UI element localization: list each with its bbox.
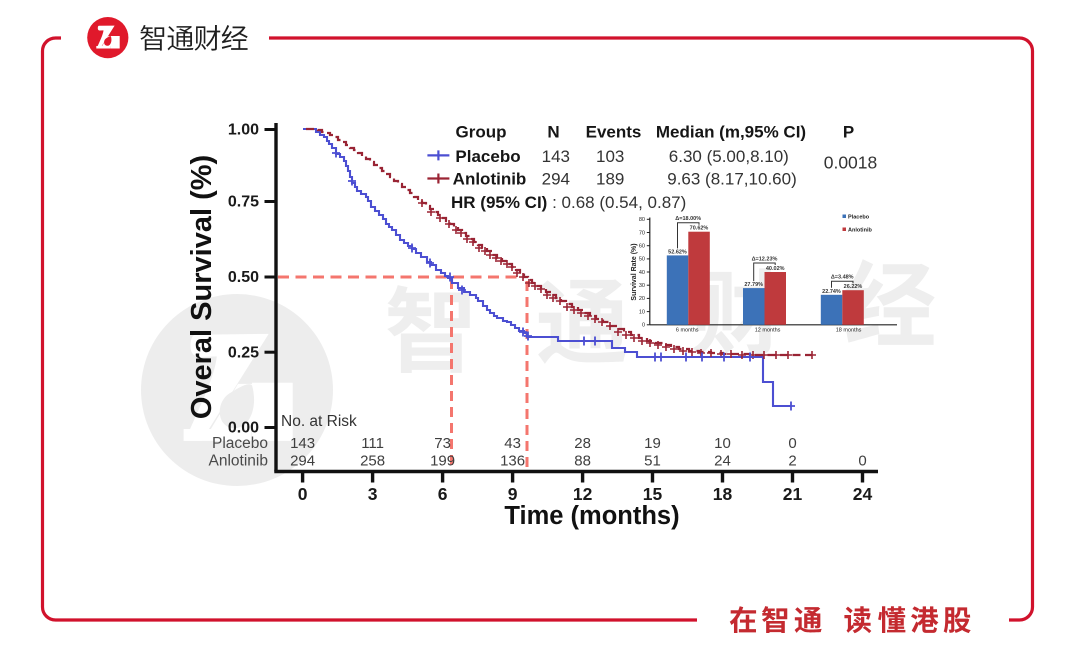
svg-text:20: 20 <box>639 296 645 302</box>
svg-text:HR (95% CI) : 0.68 (0.54, 0.87: HR (95% CI) : 0.68 (0.54, 0.87) <box>451 193 686 212</box>
svg-text:189: 189 <box>596 170 624 189</box>
svg-text:19: 19 <box>644 435 661 452</box>
svg-text:0.25: 0.25 <box>228 344 259 361</box>
svg-text:18 months: 18 months <box>836 328 862 334</box>
svg-text:3: 3 <box>368 484 378 504</box>
svg-text:Δ=18.00%: Δ=18.00% <box>675 216 701 222</box>
svg-text:0.75: 0.75 <box>228 194 259 211</box>
svg-text:52.62%: 52.62% <box>668 249 687 255</box>
svg-text:Δ=3.48%: Δ=3.48% <box>831 275 854 281</box>
svg-text:0: 0 <box>788 435 796 452</box>
svg-text:2: 2 <box>788 453 796 470</box>
svg-text:Events: Events <box>586 123 642 142</box>
svg-text:50: 50 <box>639 257 645 263</box>
svg-text:12: 12 <box>573 484 593 504</box>
svg-text:15: 15 <box>643 484 663 504</box>
svg-text:18: 18 <box>713 484 733 504</box>
svg-text:27.79%: 27.79% <box>744 282 763 288</box>
svg-text:0: 0 <box>642 323 645 329</box>
svg-text:30: 30 <box>639 283 645 289</box>
svg-text:10: 10 <box>714 435 731 452</box>
svg-text:70: 70 <box>639 230 645 236</box>
svg-text:6: 6 <box>438 484 448 504</box>
svg-text:73: 73 <box>434 435 451 452</box>
svg-text:Time (months): Time (months) <box>504 502 679 530</box>
svg-text:10: 10 <box>639 309 645 315</box>
svg-text:N: N <box>547 123 559 142</box>
svg-text:136: 136 <box>500 453 525 470</box>
svg-text:22.74%: 22.74% <box>822 289 841 295</box>
svg-text:Group: Group <box>456 123 507 142</box>
svg-text:88: 88 <box>574 453 591 470</box>
svg-text:111: 111 <box>361 435 384 452</box>
svg-text:103: 103 <box>596 147 624 166</box>
svg-text:1.00: 1.00 <box>228 122 259 139</box>
svg-text:Placebo: Placebo <box>455 147 520 166</box>
svg-text:Anlotinib: Anlotinib <box>848 227 872 233</box>
svg-text:Placebo: Placebo <box>212 435 268 452</box>
svg-text:Placebo: Placebo <box>848 214 870 220</box>
svg-text:199: 199 <box>430 453 455 470</box>
svg-text:40: 40 <box>639 270 645 276</box>
svg-text:26.22%: 26.22% <box>844 284 863 290</box>
svg-text:143: 143 <box>542 147 570 166</box>
svg-text:294: 294 <box>542 170 570 189</box>
svg-text:60: 60 <box>639 244 645 250</box>
svg-text:51: 51 <box>644 453 661 470</box>
svg-text:P: P <box>843 123 854 142</box>
svg-text:6.30 (5.00,8.10): 6.30 (5.00,8.10) <box>669 147 789 166</box>
svg-text:0.50: 0.50 <box>228 269 259 286</box>
svg-text:43: 43 <box>504 435 521 452</box>
svg-text:21: 21 <box>783 484 803 504</box>
svg-text:9: 9 <box>508 484 518 504</box>
svg-text:24: 24 <box>853 484 873 504</box>
svg-text:Anlotinib: Anlotinib <box>453 170 527 189</box>
svg-text:12 months: 12 months <box>755 328 781 334</box>
svg-text:6 months: 6 months <box>676 328 699 334</box>
svg-text:24: 24 <box>714 453 731 470</box>
svg-text:294: 294 <box>290 453 315 470</box>
svg-text:9.63 (8.17,10.60): 9.63 (8.17,10.60) <box>667 170 796 189</box>
svg-text:Survival Rate (%): Survival Rate (%) <box>631 243 638 300</box>
svg-text:0.00: 0.00 <box>228 420 259 437</box>
svg-text:0: 0 <box>858 453 866 470</box>
svg-text:80: 80 <box>639 217 645 223</box>
svg-text:40.02%: 40.02% <box>766 266 785 272</box>
svg-text:Δ=12.23%: Δ=12.23% <box>752 257 778 263</box>
svg-text:28: 28 <box>574 435 591 452</box>
svg-text:143: 143 <box>290 435 315 452</box>
svg-text:No. at Risk: No. at Risk <box>281 413 357 430</box>
svg-text:0.0018: 0.0018 <box>824 153 878 173</box>
svg-text:0: 0 <box>298 484 308 504</box>
svg-text:70.62%: 70.62% <box>690 226 709 232</box>
svg-text:Overal Survival (%): Overal Survival (%) <box>186 155 218 419</box>
svg-text:Median (m,95% CI): Median (m,95% CI) <box>656 123 806 142</box>
svg-text:Anlotinib: Anlotinib <box>209 453 268 470</box>
svg-text:258: 258 <box>360 453 385 470</box>
